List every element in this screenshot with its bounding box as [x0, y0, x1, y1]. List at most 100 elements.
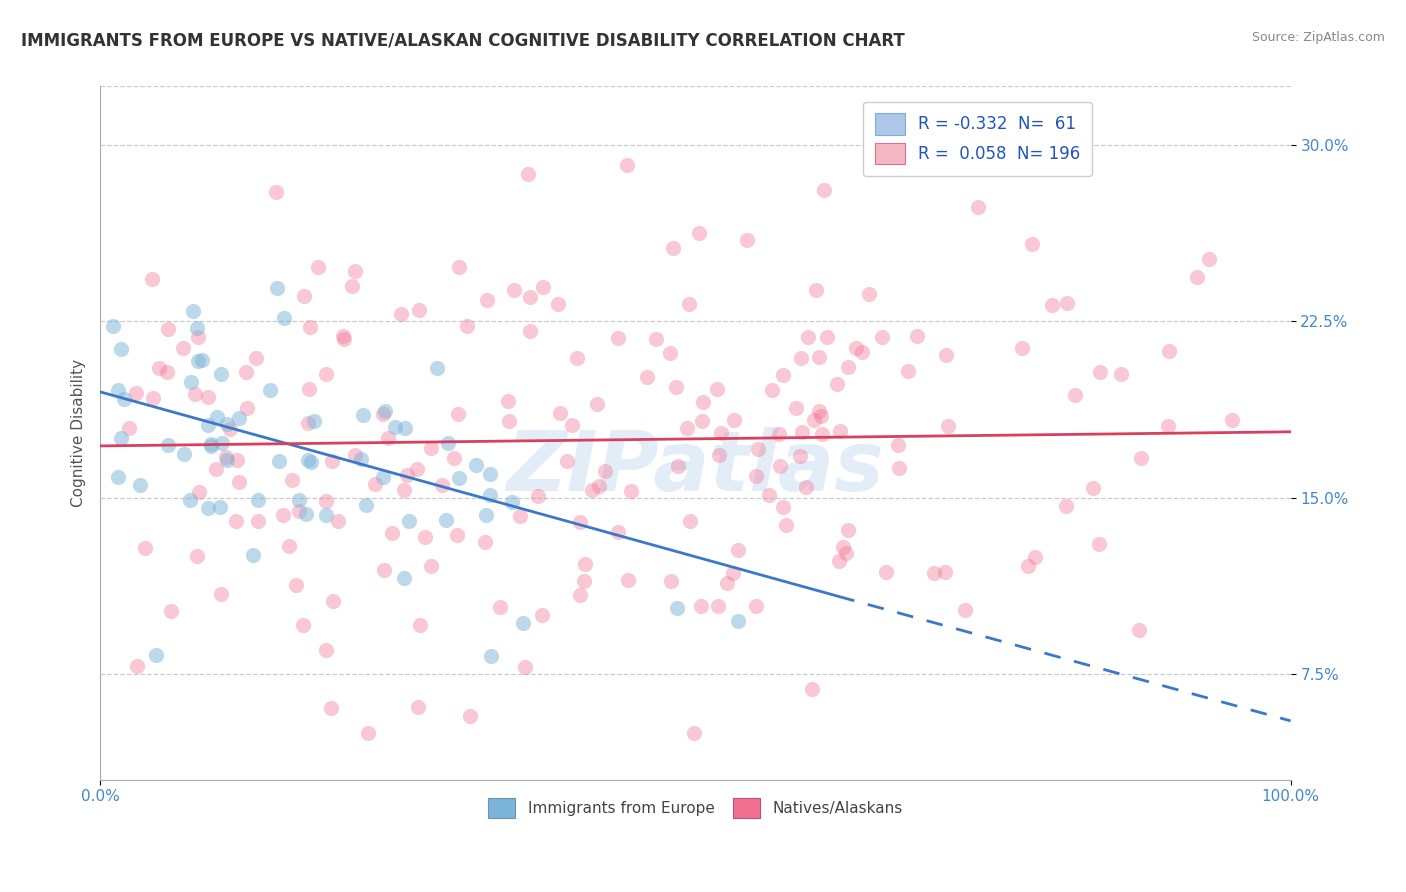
Point	[315, 643, 337, 657]
Point	[458, 709, 481, 723]
Point	[474, 534, 496, 549]
Point	[479, 649, 502, 664]
Point	[190, 353, 212, 368]
Y-axis label: Cognitive Disability: Cognitive Disability	[72, 359, 86, 507]
Point	[299, 319, 322, 334]
Point	[447, 260, 470, 275]
Point	[288, 492, 311, 507]
Legend: Immigrants from Europe, Natives/Alaskans: Immigrants from Europe, Natives/Alaskans	[482, 792, 908, 824]
Point	[966, 200, 988, 214]
Point	[872, 330, 894, 344]
Point	[343, 263, 366, 277]
Point	[319, 700, 342, 714]
Point	[284, 577, 307, 591]
Point	[179, 493, 201, 508]
Point	[513, 660, 536, 674]
Point	[269, 454, 291, 468]
Point	[184, 387, 207, 401]
Point	[392, 571, 415, 585]
Point	[588, 478, 610, 492]
Point	[343, 448, 366, 462]
Point	[710, 426, 733, 441]
Point	[832, 541, 855, 555]
Point	[803, 413, 825, 427]
Point	[446, 528, 468, 542]
Point	[288, 503, 311, 517]
Point	[264, 185, 287, 199]
Point	[489, 599, 512, 614]
Point	[586, 397, 609, 411]
Point	[447, 471, 470, 485]
Point	[1011, 341, 1033, 355]
Point	[789, 450, 811, 464]
Point	[800, 682, 823, 697]
Point	[658, 345, 681, 359]
Point	[211, 436, 233, 450]
Point	[828, 554, 851, 568]
Point	[922, 566, 945, 580]
Point	[593, 464, 616, 478]
Point	[501, 495, 523, 509]
Point	[188, 484, 211, 499]
Point	[825, 376, 848, 391]
Point	[568, 516, 591, 530]
Point	[936, 419, 959, 434]
Point	[297, 417, 319, 431]
Point	[156, 438, 179, 452]
Point	[350, 452, 373, 467]
Point	[617, 573, 640, 587]
Point	[328, 514, 350, 528]
Point	[692, 394, 714, 409]
Text: ZIPatlas: ZIPatlas	[506, 427, 884, 508]
Point	[519, 324, 541, 338]
Point	[384, 420, 406, 434]
Point	[280, 473, 302, 487]
Point	[197, 501, 219, 516]
Point	[808, 404, 831, 418]
Point	[745, 599, 768, 614]
Point	[180, 375, 202, 389]
Point	[187, 329, 209, 343]
Point	[413, 530, 436, 544]
Point	[955, 603, 977, 617]
Point	[225, 452, 247, 467]
Point	[134, 541, 156, 555]
Point	[815, 329, 838, 343]
Point	[127, 659, 149, 673]
Point	[295, 508, 318, 522]
Point	[302, 414, 325, 428]
Point	[156, 365, 179, 379]
Point	[107, 383, 129, 397]
Point	[118, 421, 141, 435]
Point	[675, 421, 697, 435]
Point	[426, 361, 449, 376]
Point	[228, 475, 250, 489]
Point	[235, 365, 257, 379]
Point	[1128, 623, 1150, 637]
Point	[392, 483, 415, 497]
Point	[297, 453, 319, 467]
Point	[806, 284, 828, 298]
Point	[666, 458, 689, 473]
Point	[228, 410, 250, 425]
Point	[322, 594, 344, 608]
Point	[496, 393, 519, 408]
Point	[706, 599, 728, 613]
Point	[160, 603, 183, 617]
Point	[215, 417, 238, 432]
Point	[796, 330, 818, 344]
Point	[581, 483, 603, 497]
Point	[141, 272, 163, 286]
Point	[509, 509, 531, 524]
Point	[745, 468, 768, 483]
Point	[688, 227, 710, 241]
Point	[813, 183, 835, 197]
Point	[219, 422, 242, 436]
Point	[1021, 236, 1043, 251]
Point	[381, 525, 404, 540]
Point	[209, 368, 232, 382]
Point	[419, 441, 441, 455]
Point	[747, 442, 769, 456]
Point	[225, 514, 247, 528]
Point	[519, 290, 541, 304]
